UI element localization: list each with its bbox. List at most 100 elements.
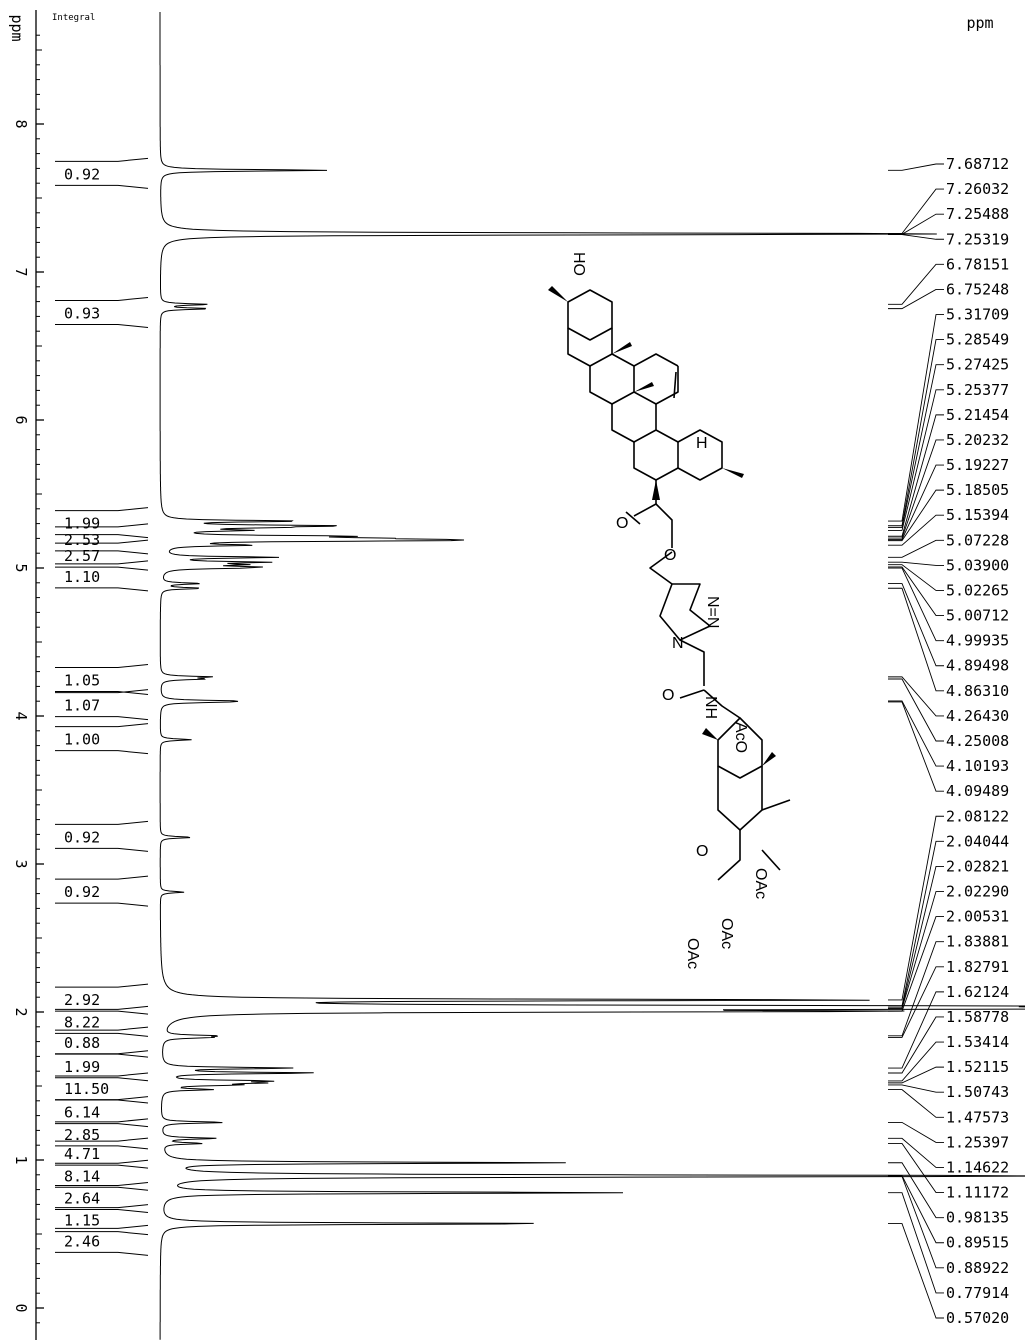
peak-label: 4.25008 bbox=[946, 732, 1009, 750]
axis-tick-label: 0 bbox=[12, 1303, 30, 1312]
atom-ho: HO bbox=[570, 252, 587, 276]
peak-label: 4.09489 bbox=[946, 782, 1009, 800]
peak-label: 5.25377 bbox=[946, 381, 1009, 399]
integral-bracket-top bbox=[55, 1005, 149, 1010]
peak-connector bbox=[888, 389, 944, 531]
atom-h: H bbox=[696, 435, 708, 452]
peak-connector bbox=[888, 865, 944, 1009]
integral-bracket-top bbox=[55, 983, 149, 988]
integral-bracket-bottom bbox=[55, 1010, 149, 1015]
integral-bracket-bottom bbox=[55, 587, 149, 592]
integral-bracket-top bbox=[55, 507, 149, 512]
integral-bracket-bottom bbox=[55, 1186, 149, 1191]
atom-n: N bbox=[672, 635, 684, 652]
peak-label: 5.18505 bbox=[946, 481, 1009, 499]
peak-label: 2.08122 bbox=[946, 807, 1009, 825]
integral-bracket-top bbox=[55, 1204, 149, 1209]
integral-bracket-top bbox=[55, 723, 149, 728]
peak-label: 1.25397 bbox=[946, 1133, 1009, 1151]
peak-connector bbox=[888, 1084, 944, 1093]
axis-tick-label: 7 bbox=[12, 267, 30, 276]
integral-value: 1.15 bbox=[64, 1212, 100, 1230]
integral-value: 2.85 bbox=[64, 1126, 100, 1144]
peak-connector bbox=[888, 1066, 944, 1084]
peak-label: 0.88922 bbox=[946, 1259, 1009, 1277]
peak-label: 7.26032 bbox=[946, 180, 1009, 198]
peak-label: 7.25319 bbox=[946, 230, 1009, 248]
integral-bracket-bottom bbox=[55, 1032, 149, 1037]
axis-tick-label: 8 bbox=[12, 119, 30, 128]
integral-bracket-top bbox=[55, 1137, 149, 1142]
peak-connector bbox=[888, 188, 944, 234]
integral-bracket-bottom bbox=[55, 1053, 149, 1058]
peak-connector bbox=[888, 991, 944, 1069]
integral-bracket-top bbox=[55, 1224, 149, 1229]
integral-bracket-bottom bbox=[55, 750, 149, 755]
integral-bracket-bottom bbox=[55, 902, 149, 907]
integral-bracket-top bbox=[55, 875, 149, 880]
integral-value: 2.53 bbox=[64, 531, 100, 549]
atom-o-ring: O bbox=[696, 843, 708, 860]
peak-label: 1.11172 bbox=[946, 1184, 1009, 1202]
structure-atom-labels: HO H O O N=N N O NH AcO O OAc OAc OAc bbox=[570, 252, 769, 969]
integral-bracket-top bbox=[55, 1181, 149, 1186]
peak-connector bbox=[888, 676, 944, 717]
atom-o-amide: O bbox=[662, 687, 674, 704]
atom-o-ester: O bbox=[664, 547, 676, 564]
peak-label: 1.58778 bbox=[946, 1008, 1009, 1026]
peak-label: 5.00712 bbox=[946, 607, 1009, 625]
integral-bracket-bottom bbox=[55, 716, 149, 721]
peak-label: 2.00531 bbox=[946, 908, 1009, 926]
peak-connector bbox=[888, 678, 944, 742]
peak-label: 5.27425 bbox=[946, 356, 1009, 374]
atom-o-carbonyl: O bbox=[616, 515, 628, 532]
peak-label: 2.02290 bbox=[946, 883, 1009, 901]
integral-bracket-bottom bbox=[55, 323, 149, 328]
peak-connector bbox=[888, 464, 944, 540]
atom-nh: NH bbox=[702, 696, 719, 719]
peak-connector bbox=[888, 700, 944, 767]
integral-bracket-top bbox=[55, 1118, 149, 1123]
integral-value: 8.22 bbox=[64, 1013, 100, 1031]
integral-bracket-bottom bbox=[55, 1251, 149, 1256]
integral-bracket-bottom bbox=[55, 1099, 149, 1104]
integral-value: 2.92 bbox=[64, 991, 100, 1009]
peak-labels: 7.68712 7.26032 7.25488 7.25319 6.78151 6.752… bbox=[888, 155, 1009, 1327]
integral-bracket-top bbox=[55, 1096, 149, 1101]
integral-value: 11.50 bbox=[64, 1080, 109, 1098]
integral-value: 1.99 bbox=[64, 1058, 100, 1076]
peak-label: 7.25488 bbox=[946, 205, 1009, 223]
peak-label: 5.31709 bbox=[946, 306, 1009, 324]
peak-connector bbox=[888, 364, 944, 528]
peak-connector bbox=[888, 561, 944, 566]
integral-value: 8.14 bbox=[64, 1167, 100, 1185]
peak-connector bbox=[888, 234, 944, 240]
integral-bracket-bottom bbox=[55, 1208, 149, 1213]
integral-bracket-bottom bbox=[55, 690, 149, 695]
peak-label: 1.82791 bbox=[946, 958, 1009, 976]
peak-label: 1.53414 bbox=[946, 1033, 1009, 1051]
peak-connector bbox=[888, 213, 944, 235]
molecular-structure bbox=[567, 289, 791, 881]
peak-connector bbox=[888, 1223, 944, 1319]
peak-label: 2.04044 bbox=[946, 832, 1009, 850]
integral-bracket-top bbox=[55, 296, 149, 301]
peak-connector bbox=[888, 263, 944, 305]
integral-bracket-bottom bbox=[55, 1123, 149, 1128]
atom-oac-1: OAc bbox=[752, 868, 769, 899]
peak-connector bbox=[888, 564, 944, 591]
peak-label: 0.77914 bbox=[946, 1284, 1009, 1302]
integral-bracket-bottom bbox=[55, 847, 149, 852]
peak-connector bbox=[888, 840, 944, 1007]
ppm-axis-ticks: 8 7 6 5 4 3 2 1 0 bbox=[12, 34, 44, 1324]
peak-connector bbox=[888, 1175, 944, 1269]
peak-label: 4.10193 bbox=[946, 757, 1009, 775]
integral-bracket-top bbox=[55, 560, 149, 565]
peak-connector bbox=[888, 1016, 944, 1074]
peak-connector bbox=[888, 916, 944, 1012]
integral-value: 0.92 bbox=[64, 165, 100, 183]
peak-label: 4.89498 bbox=[946, 657, 1009, 675]
integral-bracket-bottom bbox=[55, 184, 149, 189]
integral-bracket-top bbox=[55, 820, 149, 825]
integral-bracket-top bbox=[55, 539, 149, 544]
